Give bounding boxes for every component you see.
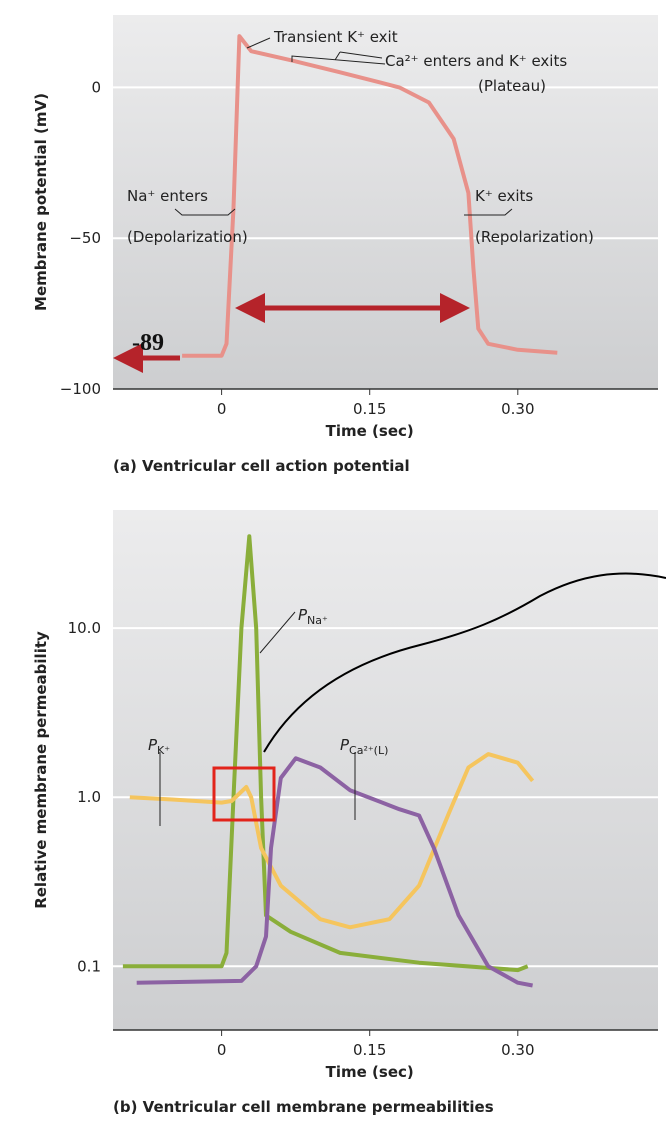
annotation: Transient K⁺ exit xyxy=(273,28,398,46)
x-tick-label: 0.30 xyxy=(501,400,534,418)
line xyxy=(182,34,558,358)
x-tick-label: 0.15 xyxy=(353,400,386,418)
leader xyxy=(464,208,513,216)
annotation-curve xyxy=(263,572,666,753)
leader xyxy=(174,208,236,216)
leader xyxy=(159,611,356,826)
y-axis-title: Relative membrane permeability xyxy=(32,631,50,909)
caption: (b) Ventricular cell membrane permeabili… xyxy=(113,1098,494,1116)
plot-area xyxy=(113,510,658,1030)
plot-area xyxy=(113,15,658,389)
annotation: (Repolarization) xyxy=(475,228,594,246)
annotation: (Depolarization) xyxy=(127,228,248,246)
leader xyxy=(246,37,271,49)
x-tick-label: 0.30 xyxy=(501,1041,534,1059)
annotation: K⁺ exits xyxy=(475,187,533,205)
y-tick-label: −50 xyxy=(69,229,101,247)
y-tick-label: −100 xyxy=(60,380,101,398)
x-tick-label: 0 xyxy=(217,1041,227,1059)
line xyxy=(122,534,529,973)
series-label: PCa²⁺(L) xyxy=(340,736,388,757)
leader xyxy=(291,51,386,65)
caption: (a) Ventricular cell action potential xyxy=(113,457,410,475)
line xyxy=(136,756,533,988)
y-tick-label: 1.0 xyxy=(77,788,101,806)
annotation: Na⁺ enters xyxy=(127,187,208,205)
highlight-box xyxy=(212,766,276,822)
annotation: Ca²⁺ enters and K⁺ exits xyxy=(385,52,567,70)
y-tick-label: 0 xyxy=(91,78,101,96)
y-tick-label: 10.0 xyxy=(68,619,101,637)
series-label: PNa⁺ xyxy=(298,606,328,627)
annotation: -89 xyxy=(132,330,164,356)
x-tick-label: 0 xyxy=(217,400,227,418)
x-axis-title: Time (sec) xyxy=(326,422,414,440)
line xyxy=(129,752,535,930)
x-tick-label: 0.15 xyxy=(353,1041,386,1059)
x-axis-title: Time (sec) xyxy=(326,1063,414,1081)
annotation: (Plateau) xyxy=(478,77,546,95)
y-axis-title: Membrane potential (mV) xyxy=(32,93,50,311)
y-tick-label: 0.1 xyxy=(77,957,101,975)
